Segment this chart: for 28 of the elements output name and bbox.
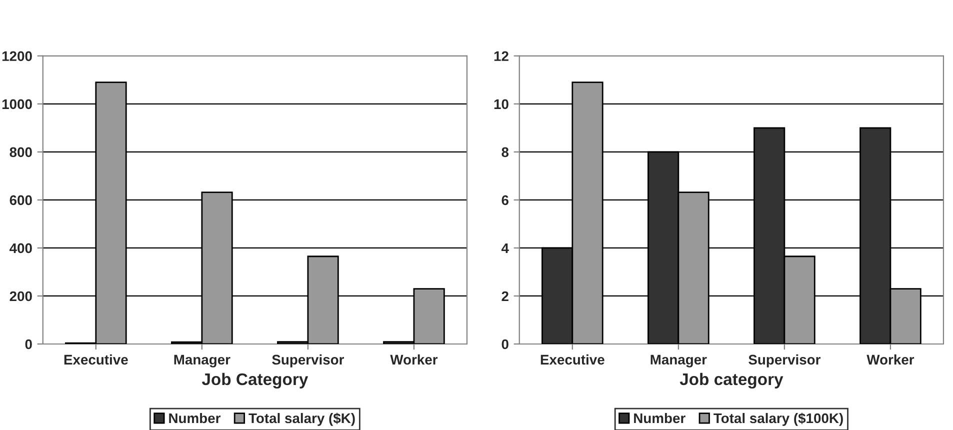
x-tick-label: Supervisor (748, 354, 821, 368)
y-tick-label: 400 (10, 243, 32, 254)
x-tick-label: Executive (540, 354, 604, 365)
y-tick-label: 0 (25, 339, 32, 350)
legend-label: Number (634, 412, 686, 424)
legend-label: Total salary ($100K) (714, 412, 843, 426)
y-tick-label: 800 (10, 147, 32, 158)
y-tick-label: 1000 (2, 99, 32, 110)
x-tick-label: Manager (174, 354, 230, 368)
y-tick-label: 0 (502, 339, 508, 350)
y-tick-label: 8 (502, 147, 509, 158)
x-tick-label: Worker (866, 354, 914, 365)
y-tick-label: 4 (501, 243, 509, 253)
x-axis-title: Job category (680, 372, 784, 389)
legend-label: Total salary ($K) (248, 412, 355, 426)
y-tick-label: 1200 (2, 51, 32, 62)
y-tick-label: 600 (10, 195, 32, 206)
x-tick-label: Worker (390, 354, 438, 365)
y-tick-label: 10 (494, 99, 508, 110)
x-tick-label: Supervisor (272, 354, 344, 368)
y-tick-label: 2 (502, 291, 508, 302)
y-tick-label: 6 (502, 195, 508, 206)
x-axis-title: Job Category (202, 372, 308, 389)
x-tick-label: Executive (64, 354, 128, 365)
y-tick-label: 200 (10, 291, 32, 302)
x-tick-label: Manager (650, 354, 707, 368)
y-tick-label: 12 (494, 51, 508, 61)
legend-label: Number (169, 412, 220, 424)
